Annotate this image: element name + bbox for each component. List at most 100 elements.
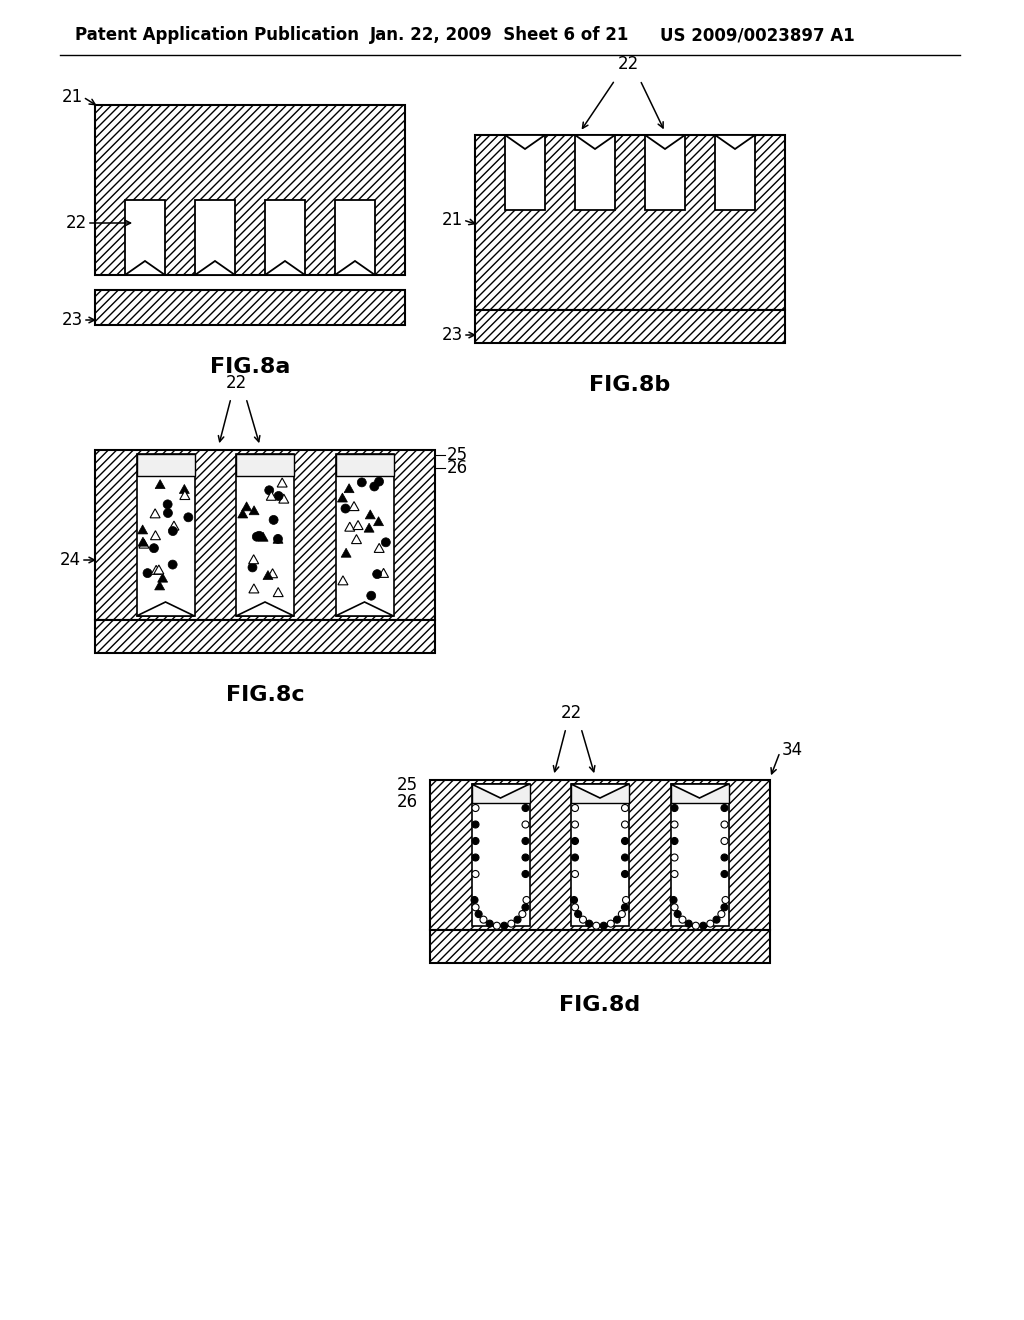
Polygon shape xyxy=(267,569,278,578)
Polygon shape xyxy=(155,479,165,488)
Circle shape xyxy=(168,527,177,536)
Circle shape xyxy=(472,804,479,812)
Text: Jan. 22, 2009  Sheet 6 of 21: Jan. 22, 2009 Sheet 6 of 21 xyxy=(370,26,630,44)
Circle shape xyxy=(472,870,479,878)
Circle shape xyxy=(613,916,621,923)
Polygon shape xyxy=(236,602,294,616)
Circle shape xyxy=(472,821,479,828)
Bar xyxy=(715,135,755,210)
Text: 26: 26 xyxy=(397,793,418,810)
Circle shape xyxy=(252,532,261,541)
Polygon shape xyxy=(139,539,148,548)
Bar xyxy=(671,784,728,803)
Circle shape xyxy=(623,896,630,903)
Polygon shape xyxy=(279,494,289,503)
Circle shape xyxy=(522,870,529,878)
Circle shape xyxy=(586,920,593,927)
Circle shape xyxy=(622,854,629,861)
Text: 22: 22 xyxy=(66,214,87,232)
Polygon shape xyxy=(338,494,347,502)
Circle shape xyxy=(622,821,629,828)
Circle shape xyxy=(265,486,273,495)
Bar xyxy=(136,454,195,616)
Circle shape xyxy=(143,569,152,578)
Circle shape xyxy=(475,911,482,917)
Circle shape xyxy=(255,531,263,540)
Polygon shape xyxy=(151,531,161,540)
Polygon shape xyxy=(242,502,252,511)
Circle shape xyxy=(622,804,629,812)
Circle shape xyxy=(671,804,678,812)
Text: 24: 24 xyxy=(59,550,81,569)
Polygon shape xyxy=(136,602,195,616)
Polygon shape xyxy=(249,506,259,515)
Circle shape xyxy=(600,923,607,929)
Text: FIG.8c: FIG.8c xyxy=(225,685,304,705)
Bar xyxy=(430,931,770,964)
Circle shape xyxy=(707,920,714,927)
Text: Patent Application Publication: Patent Application Publication xyxy=(75,26,359,44)
Bar xyxy=(505,135,545,210)
Bar xyxy=(471,784,529,803)
Bar xyxy=(236,454,294,616)
Polygon shape xyxy=(151,508,160,517)
Bar xyxy=(335,201,375,275)
Text: 26: 26 xyxy=(447,459,468,477)
Polygon shape xyxy=(278,478,287,487)
Circle shape xyxy=(514,916,521,923)
Circle shape xyxy=(373,570,382,578)
Circle shape xyxy=(622,870,629,878)
Circle shape xyxy=(685,920,692,927)
Polygon shape xyxy=(263,570,273,579)
Polygon shape xyxy=(273,587,284,597)
Circle shape xyxy=(571,804,579,812)
Text: FIG.8a: FIG.8a xyxy=(210,356,290,378)
Polygon shape xyxy=(273,535,283,544)
Circle shape xyxy=(357,478,367,487)
Circle shape xyxy=(522,837,529,845)
Text: 23: 23 xyxy=(441,326,463,345)
Polygon shape xyxy=(238,510,248,517)
Polygon shape xyxy=(336,602,393,616)
Circle shape xyxy=(574,911,582,917)
Bar xyxy=(125,201,165,275)
Polygon shape xyxy=(365,523,374,532)
Circle shape xyxy=(522,904,529,911)
Bar xyxy=(475,135,785,310)
Circle shape xyxy=(699,923,707,929)
Polygon shape xyxy=(152,565,161,574)
Circle shape xyxy=(722,896,729,903)
Bar xyxy=(336,454,393,616)
Text: FIG.8b: FIG.8b xyxy=(590,375,671,395)
Circle shape xyxy=(471,896,478,903)
Polygon shape xyxy=(379,569,388,577)
Circle shape xyxy=(571,870,579,878)
Circle shape xyxy=(472,854,479,861)
Circle shape xyxy=(713,916,720,923)
Circle shape xyxy=(671,870,678,878)
Bar xyxy=(95,450,435,620)
Polygon shape xyxy=(645,135,685,149)
Bar xyxy=(645,135,685,210)
Polygon shape xyxy=(374,516,384,525)
Polygon shape xyxy=(249,554,259,564)
Circle shape xyxy=(480,916,487,923)
Polygon shape xyxy=(374,544,384,552)
Circle shape xyxy=(522,854,529,861)
Circle shape xyxy=(571,854,579,861)
Circle shape xyxy=(570,896,578,903)
Polygon shape xyxy=(155,581,165,590)
Circle shape xyxy=(721,837,728,845)
Circle shape xyxy=(622,904,629,911)
Polygon shape xyxy=(138,537,147,546)
Polygon shape xyxy=(338,576,348,585)
Polygon shape xyxy=(180,491,189,499)
Polygon shape xyxy=(345,523,354,531)
Circle shape xyxy=(618,911,626,917)
Bar xyxy=(236,454,294,477)
Circle shape xyxy=(367,591,376,601)
Circle shape xyxy=(671,837,678,845)
Circle shape xyxy=(375,477,384,486)
Polygon shape xyxy=(249,583,259,593)
Circle shape xyxy=(721,854,728,861)
